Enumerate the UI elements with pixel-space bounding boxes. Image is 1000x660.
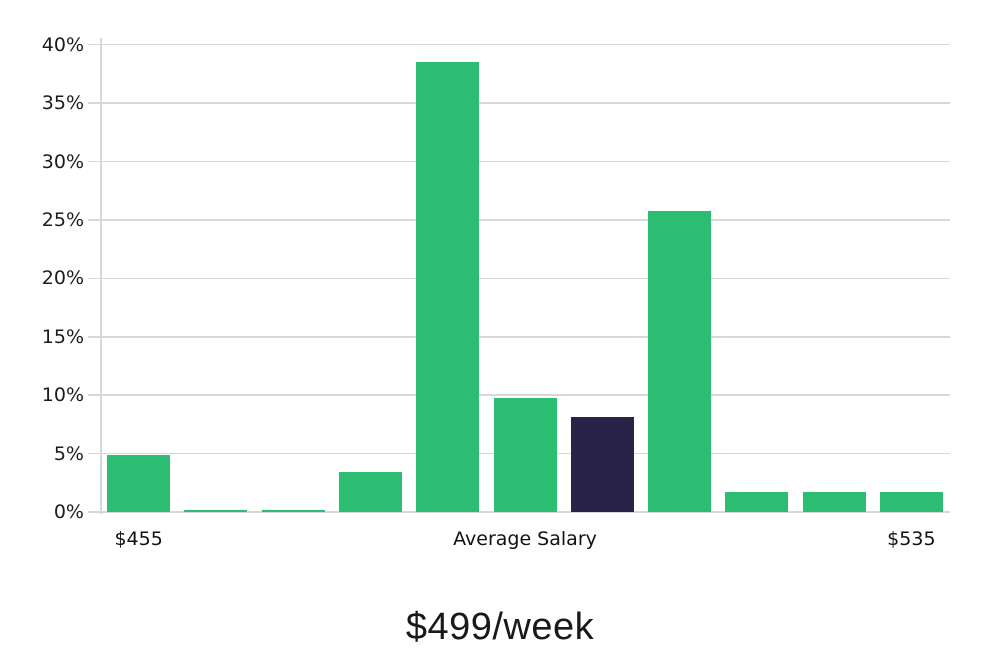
y-axis-tick-label: 40%	[41, 33, 84, 56]
histogram-bar[interactable]	[879, 492, 943, 512]
gridline	[88, 102, 950, 104]
y-axis-tick-label: 25%	[41, 208, 84, 231]
x-axis-tick-label: $455	[114, 528, 163, 550]
y-axis-tick-label: 20%	[41, 267, 84, 290]
chart-title: $499/week	[405, 606, 595, 648]
y-axis-tick-label: 0%	[53, 501, 84, 523]
histogram-bar[interactable]	[107, 454, 171, 512]
histogram-bar[interactable]	[725, 492, 789, 512]
x-axis-tick-label: $535	[887, 528, 936, 550]
y-axis-tick-label: 10%	[41, 384, 84, 407]
gridline	[88, 43, 950, 46]
histogram-bar[interactable]	[338, 472, 402, 512]
y-axis-tick-label: 35%	[41, 92, 84, 115]
y-axis-tick-label: 5%	[53, 442, 84, 465]
histogram-bar[interactable]	[493, 397, 557, 512]
gridline	[88, 219, 950, 221]
x-axis-tick-label: Average Salary	[453, 528, 597, 550]
gridline	[88, 336, 950, 338]
y-axis-tick-label: 30%	[41, 150, 84, 173]
histogram-bar[interactable]	[802, 492, 866, 512]
highlighted-average-bar[interactable]	[570, 417, 634, 512]
histogram-bar[interactable]	[261, 510, 325, 512]
histogram-bar[interactable]	[416, 62, 480, 512]
gridline	[88, 394, 950, 396]
histogram-bar[interactable]	[648, 210, 712, 512]
y-axis-tick-label: 15%	[41, 325, 84, 348]
gridline	[88, 277, 950, 280]
gridline	[88, 160, 950, 163]
y-axis-line	[100, 38, 102, 514]
histogram-bar[interactable]	[184, 510, 248, 512]
gridline	[88, 511, 950, 513]
